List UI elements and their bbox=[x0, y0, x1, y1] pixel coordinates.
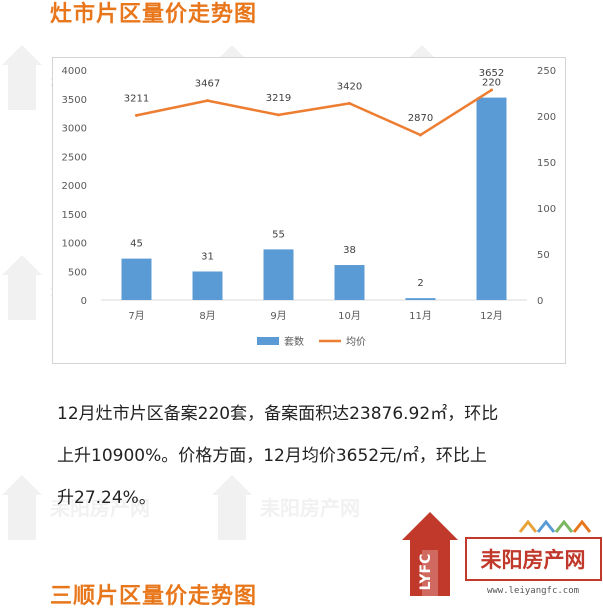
x-tick-label: 8月 bbox=[199, 310, 215, 322]
x-tick-label: 7月 bbox=[128, 310, 144, 322]
price-point bbox=[490, 88, 493, 92]
bar-11月 bbox=[405, 298, 436, 300]
combo-chart: 0 500 1000 1500 2000 2500 3000 3500 4000 0 50 100 15… bbox=[62, 66, 557, 348]
price-point bbox=[277, 113, 280, 117]
y-right-tick-label: 150 bbox=[537, 158, 556, 169]
y-right-tick-label: 200 bbox=[537, 112, 556, 123]
site-logo: LYFC 耒阳房产网 www.leiyangfc.com bbox=[402, 512, 602, 596]
price-point bbox=[206, 99, 209, 103]
x-tick-label: 10月 bbox=[338, 310, 361, 322]
price-data-label: 3652 bbox=[479, 68, 504, 79]
summary-line-3: 升27.24%。 bbox=[57, 488, 156, 508]
summary-line-1: 12月灶市片区备案220套，备案面积达23876.92㎡，环比 bbox=[57, 404, 499, 424]
bar-9月 bbox=[263, 249, 294, 300]
bar-data-label: 38 bbox=[343, 245, 356, 256]
y-right-tick-label: 100 bbox=[537, 204, 556, 215]
y-left-tick-label: 0 bbox=[81, 296, 87, 307]
y-right-tick-label: 0 bbox=[537, 296, 543, 307]
watermark-house-icon bbox=[2, 45, 42, 110]
legend-line-label: 均价 bbox=[346, 336, 366, 348]
y-left-tick-label: 1500 bbox=[62, 210, 87, 221]
legend-bar-swatch bbox=[257, 337, 279, 345]
bar-10月 bbox=[334, 265, 365, 300]
chart-container: 0 500 1000 1500 2000 2500 3000 3500 4000 0 50 100 15… bbox=[52, 57, 566, 364]
price-data-label: 3219 bbox=[266, 93, 291, 104]
y-left-tick-label: 2500 bbox=[62, 152, 87, 163]
next-section-title: 三顺片区量价走势图 bbox=[50, 584, 258, 609]
bar-data-label: 55 bbox=[272, 229, 285, 240]
bar-12月 bbox=[476, 97, 507, 300]
y-left-tick-label: 3500 bbox=[62, 95, 87, 106]
bar-data-label: 220 bbox=[482, 78, 501, 89]
bar-data-label: 45 bbox=[130, 239, 143, 250]
price-point bbox=[348, 101, 351, 105]
logo-roofs-icon bbox=[518, 519, 592, 533]
y-right-tick-label: 250 bbox=[537, 66, 556, 77]
price-point bbox=[419, 133, 422, 137]
bar-data-label: 31 bbox=[201, 251, 214, 262]
price-data-label: 2870 bbox=[408, 113, 433, 124]
watermark-house-icon bbox=[2, 475, 42, 540]
x-tick-label: 11月 bbox=[409, 310, 432, 322]
bar-8月 bbox=[192, 271, 223, 300]
y-left-tick-label: 4000 bbox=[62, 66, 87, 77]
y-right-tick-label: 50 bbox=[537, 250, 550, 261]
chart-section-title: 灶市片区量价走势图 bbox=[50, 2, 258, 27]
logo-house-icon: LYFC bbox=[402, 512, 458, 596]
price-data-label: 3420 bbox=[337, 81, 362, 92]
x-tick-label: 9月 bbox=[270, 310, 286, 322]
logo-name: 耒阳房产网 bbox=[481, 548, 586, 572]
y-left-tick-label: 1000 bbox=[62, 239, 87, 250]
summary-line-2: 上升10900%。价格方面，12月均价3652元/㎡，环比上 bbox=[57, 446, 487, 466]
logo-url: www.leiyangfc.com bbox=[487, 586, 579, 596]
watermark-house-icon bbox=[2, 255, 42, 320]
y-left-tick-label: 2000 bbox=[62, 181, 87, 192]
legend-bar-label: 套数 bbox=[284, 335, 304, 348]
summary-text: 12月灶市片区备案220套，备案面积达23876.92㎡，环比 上升10900%… bbox=[57, 393, 572, 519]
price-line bbox=[136, 88, 493, 137]
logo-mark: LYFC bbox=[418, 554, 434, 591]
y-left-tick-label: 3000 bbox=[62, 124, 87, 135]
y-left-tick-label: 500 bbox=[68, 267, 87, 278]
bar-7月 bbox=[121, 258, 152, 300]
bar-data-label: 2 bbox=[417, 278, 423, 289]
price-point bbox=[135, 113, 138, 117]
x-tick-label: 12月 bbox=[480, 310, 503, 322]
price-data-label: 3467 bbox=[195, 79, 220, 90]
price-data-label: 3211 bbox=[124, 93, 149, 104]
